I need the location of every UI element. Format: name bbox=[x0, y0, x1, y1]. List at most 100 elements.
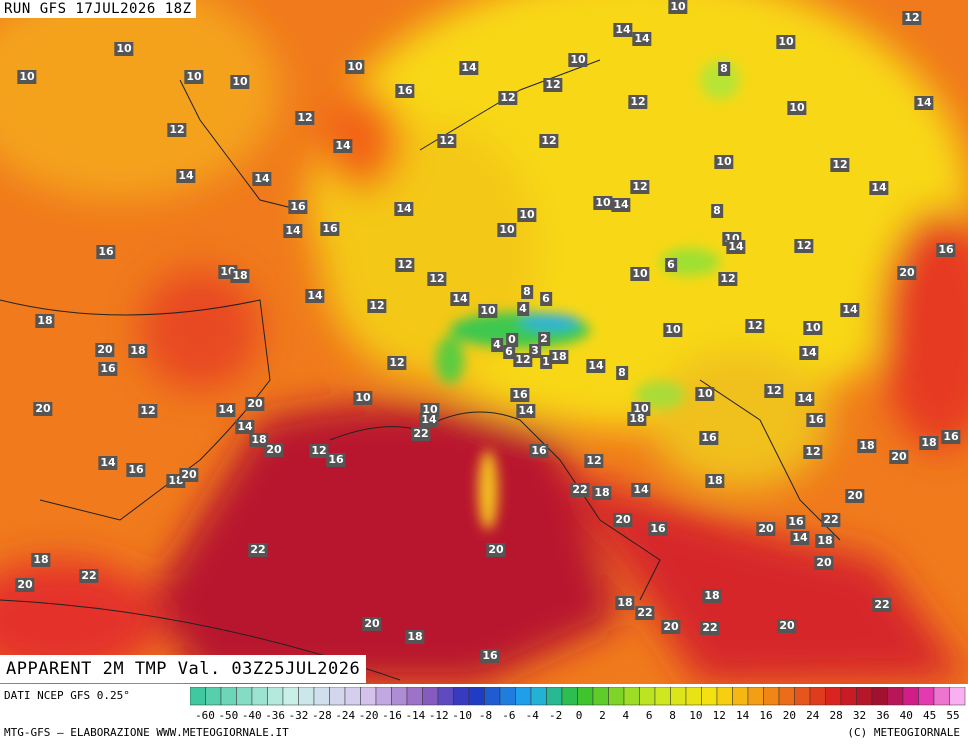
temp-label: 6 bbox=[665, 258, 677, 272]
colorbar-label: 10 bbox=[689, 709, 702, 722]
temp-label: 14 bbox=[252, 172, 272, 186]
temp-label: 12 bbox=[794, 239, 814, 253]
colorbar-swatch bbox=[716, 687, 733, 706]
temp-label: 14 bbox=[305, 289, 325, 303]
colorbar-label: -8 bbox=[479, 709, 492, 722]
colorbar-swatch bbox=[608, 687, 625, 706]
temp-label: 22 bbox=[700, 621, 720, 635]
colorbar-swatch bbox=[794, 687, 811, 706]
temp-label: 10 bbox=[497, 223, 517, 237]
temp-label: 10 bbox=[478, 304, 498, 318]
temp-label: 12 bbox=[584, 454, 604, 468]
colorbar-label: 14 bbox=[736, 709, 750, 722]
temp-label: 14 bbox=[790, 531, 810, 545]
temp-label: 18 bbox=[31, 553, 51, 567]
colorbar-swatch bbox=[856, 687, 873, 706]
colorbar-swatch bbox=[840, 687, 857, 706]
colorbar-label: 20 bbox=[783, 709, 796, 722]
temp-label: 16 bbox=[786, 515, 806, 529]
colorbar-swatch bbox=[313, 687, 330, 706]
temp-label: 12 bbox=[167, 123, 187, 137]
temp-label: 14 bbox=[459, 61, 479, 75]
run-label: RUN GFS 17JUL2026 18Z bbox=[0, 0, 196, 18]
colorbar-swatch bbox=[902, 687, 919, 706]
temp-label: 10 bbox=[517, 208, 537, 222]
temp-label: 12 bbox=[830, 158, 850, 172]
temp-label: 22 bbox=[635, 606, 655, 620]
colorbar-swatch bbox=[344, 687, 361, 706]
colorbar-swatch bbox=[918, 687, 935, 706]
temp-label: 14 bbox=[394, 202, 414, 216]
temp-label: 6 bbox=[540, 292, 552, 306]
colorbar-swatch bbox=[654, 687, 671, 706]
temp-label: 12 bbox=[539, 134, 559, 148]
temp-label: 10 bbox=[184, 70, 204, 84]
colorbar-swatch bbox=[453, 687, 470, 706]
temp-label: 14 bbox=[98, 456, 118, 470]
temp-label: 16 bbox=[98, 362, 118, 376]
colorbar-swatch bbox=[190, 687, 206, 706]
temp-label: 12 bbox=[309, 444, 329, 458]
temp-label: 20 bbox=[179, 468, 199, 482]
temp-label: 10 bbox=[663, 323, 683, 337]
temp-label: 16 bbox=[941, 430, 961, 444]
colorbar-swatch bbox=[778, 687, 795, 706]
temp-label: 20 bbox=[845, 489, 865, 503]
temp-label: 10 bbox=[776, 35, 796, 49]
temp-label: 18 bbox=[702, 589, 722, 603]
colorbar-swatch bbox=[360, 687, 377, 706]
colorbar-swatch bbox=[236, 687, 253, 706]
temp-label: 12 bbox=[437, 134, 457, 148]
temp-label: 12 bbox=[902, 11, 922, 25]
colorbar-label: -20 bbox=[359, 709, 379, 722]
temp-label: 14 bbox=[914, 96, 934, 110]
colorbar-label: 0 bbox=[576, 709, 583, 722]
temp-label: 14 bbox=[333, 139, 353, 153]
colorbar-swatch bbox=[499, 687, 516, 706]
temp-label: 20 bbox=[95, 343, 115, 357]
temp-label: 16 bbox=[699, 431, 719, 445]
temp-label: 14 bbox=[283, 224, 303, 238]
temp-label: 22 bbox=[821, 513, 841, 527]
field-label: APPARENT 2M TMP Val. 03Z25JUL2026 bbox=[0, 655, 367, 683]
colorbar-swatch bbox=[747, 687, 764, 706]
temp-label: 20 bbox=[264, 443, 284, 457]
temp-label: 8 bbox=[711, 204, 723, 218]
colorbar-swatch bbox=[701, 687, 718, 706]
temp-label: 20 bbox=[613, 513, 633, 527]
temp-label: 20 bbox=[15, 578, 35, 592]
source: DATI NCEP GFS 0.25° bbox=[4, 689, 130, 702]
temp-label: 14 bbox=[799, 346, 819, 360]
colorbar-swatch bbox=[329, 687, 346, 706]
colorbar-label: -6 bbox=[502, 709, 515, 722]
colorbar-swatch bbox=[732, 687, 749, 706]
temp-label: 20 bbox=[33, 402, 53, 416]
colorbar-swatch bbox=[670, 687, 687, 706]
temp-label: 16 bbox=[320, 222, 340, 236]
colorbar-swatch bbox=[887, 687, 904, 706]
temp-label: 18 bbox=[405, 630, 425, 644]
colorbar-swatch bbox=[949, 687, 966, 706]
colorbar-swatch bbox=[251, 687, 268, 706]
temp-label: 14 bbox=[586, 359, 606, 373]
temp-label: 10 bbox=[668, 0, 688, 14]
temp-label: 18 bbox=[627, 412, 647, 426]
colorbar-label: -40 bbox=[242, 709, 262, 722]
temp-label: 12 bbox=[628, 95, 648, 109]
colorbar-label: -32 bbox=[289, 709, 309, 722]
temp-label: 14 bbox=[235, 420, 255, 434]
colorbar-label: 12 bbox=[713, 709, 726, 722]
colorbar-swatch bbox=[871, 687, 888, 706]
temp-label: 10 bbox=[695, 387, 715, 401]
temp-label: 14 bbox=[450, 292, 470, 306]
temp-label: 20 bbox=[245, 397, 265, 411]
temp-label: 10 bbox=[593, 196, 613, 210]
temp-label: 14 bbox=[795, 392, 815, 406]
temp-label: 16 bbox=[326, 453, 346, 467]
temp-label: 10 bbox=[230, 75, 250, 89]
colorbar: -60 -50 -40 -36 -32 -28 -24 -20 -16 -14 -12 -10 -8 -6… bbox=[190, 687, 966, 722]
colorbar-label: 28 bbox=[830, 709, 843, 722]
temp-label: 14 bbox=[176, 169, 196, 183]
colorbar-label: 6 bbox=[646, 709, 653, 722]
temp-label: 18 bbox=[857, 439, 877, 453]
